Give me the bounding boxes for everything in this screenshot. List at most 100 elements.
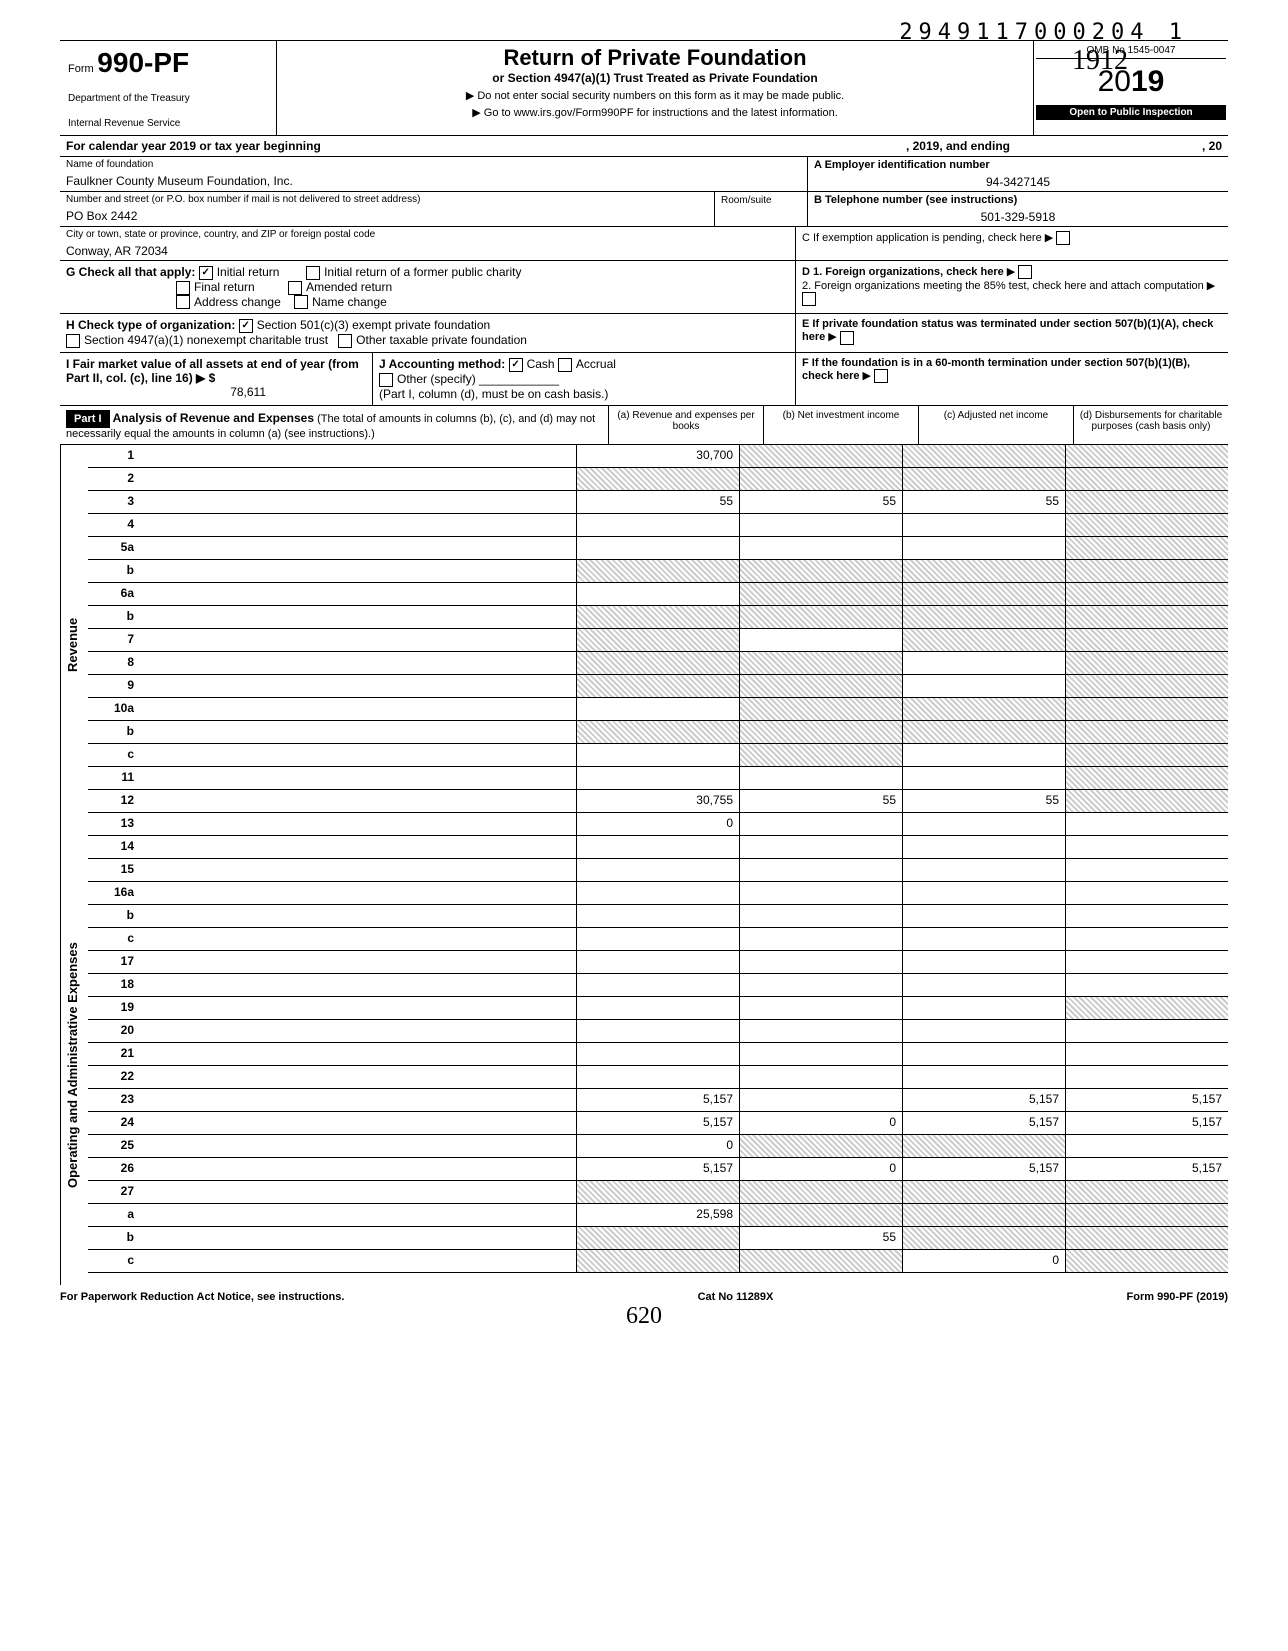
col-c-value [902,583,1065,605]
line-number: 2 [88,468,140,490]
f-checkbox[interactable] [874,369,888,383]
line-description [140,629,576,651]
line-description [140,675,576,697]
col-a-value [576,744,739,766]
address-change-checkbox[interactable] [176,295,190,309]
col-d-value: 5,157 [1065,1112,1228,1134]
col-b-value [739,583,902,605]
col-c-value [902,1020,1065,1042]
calendar-year-row: For calendar year 2019 or tax year begin… [60,136,1228,157]
line-row: 9 [88,675,1228,698]
line-description [140,1135,576,1157]
col-d-value [1065,537,1228,559]
other-method-checkbox[interactable] [379,373,393,387]
name-label: Name of foundation [60,157,807,172]
col-d-value [1065,491,1228,513]
line-number: 11 [88,767,140,789]
col-d-value [1065,698,1228,720]
footer-paperwork: For Paperwork Reduction Act Notice, see … [60,1291,344,1303]
col-b-value [739,652,902,674]
name-change-checkbox[interactable] [294,295,308,309]
col-d-value [1065,721,1228,743]
col-c-value [902,905,1065,927]
line-number: 18 [88,974,140,996]
address-value: PO Box 2442 [60,207,714,225]
d1-checkbox[interactable] [1018,265,1032,279]
city-value: Conway, AR 72034 [60,242,795,260]
col-d-value [1065,836,1228,858]
col-a-value [576,606,739,628]
line-number: c [88,744,140,766]
initial-former-checkbox[interactable] [306,266,320,280]
amended-checkbox[interactable] [288,281,302,295]
line-row: a25,598 [88,1204,1228,1227]
col-c-value [902,997,1065,1019]
line-number: 7 [88,629,140,651]
accrual-checkbox[interactable] [558,358,572,372]
col-d-value [1065,1250,1228,1272]
line-row: b [88,905,1228,928]
line-number: b [88,606,140,628]
room-suite-label: Room/suite [714,192,807,226]
col-c-value [902,698,1065,720]
col-a-value: 30,755 [576,790,739,812]
line-row: 1230,7555555 [88,790,1228,813]
col-c-value: 55 [902,790,1065,812]
col-c-value [902,836,1065,858]
line-row: b [88,721,1228,744]
col-d-value: 5,157 [1065,1089,1228,1111]
col-b-value [739,560,902,582]
col-b-value [739,767,902,789]
col-d-value [1065,1020,1228,1042]
col-d-value [1065,997,1228,1019]
col-c-value [902,744,1065,766]
h-4947-checkbox[interactable] [66,334,80,348]
col-c-value [902,882,1065,904]
e-checkbox[interactable] [840,331,854,345]
col-a-value [576,721,739,743]
col-d-value [1065,767,1228,789]
col-a-value [576,1250,739,1272]
col-a-value [576,882,739,904]
col-d-value [1065,514,1228,536]
line-row: c0 [88,1250,1228,1273]
d2-checkbox[interactable] [802,292,816,306]
line-row: 15 [88,859,1228,882]
line-description [140,1181,576,1203]
c-checkbox[interactable] [1056,231,1070,245]
line-description [140,560,576,582]
handwritten-bottom: 620 [60,1303,1228,1330]
col-d-value [1065,974,1228,996]
line-number: 4 [88,514,140,536]
final-return-checkbox[interactable] [176,281,190,295]
col-b-value: 55 [739,790,902,812]
col-a-value: 5,157 [576,1089,739,1111]
line-description [140,767,576,789]
calendar-label: For calendar year 2019 or tax year begin… [60,136,327,156]
line-number: 27 [88,1181,140,1203]
col-b-value: 55 [739,1227,902,1249]
initial-return-checkbox[interactable] [199,266,213,280]
line-description [140,1158,576,1180]
col-b-value [739,1181,902,1203]
cash-checkbox[interactable] [509,358,523,372]
line-description [140,997,576,1019]
line-row: 20 [88,1020,1228,1043]
col-d-value [1065,928,1228,950]
col-d-value [1065,744,1228,766]
col-a-value: 30,700 [576,445,739,467]
line-row: 21 [88,1043,1228,1066]
col-a-value: 0 [576,1135,739,1157]
col-b-value [739,445,902,467]
line-number: 19 [88,997,140,1019]
h-other-checkbox[interactable] [338,334,352,348]
col-b-value [739,882,902,904]
h-501c3-checkbox[interactable] [239,319,253,333]
col-c-value [902,1181,1065,1203]
col-b-value [739,1043,902,1065]
col-d-value [1065,1066,1228,1088]
col-c-value [902,813,1065,835]
col-a-value [576,583,739,605]
section-c: C If exemption application is pending, c… [795,227,1228,260]
line-number: 8 [88,652,140,674]
